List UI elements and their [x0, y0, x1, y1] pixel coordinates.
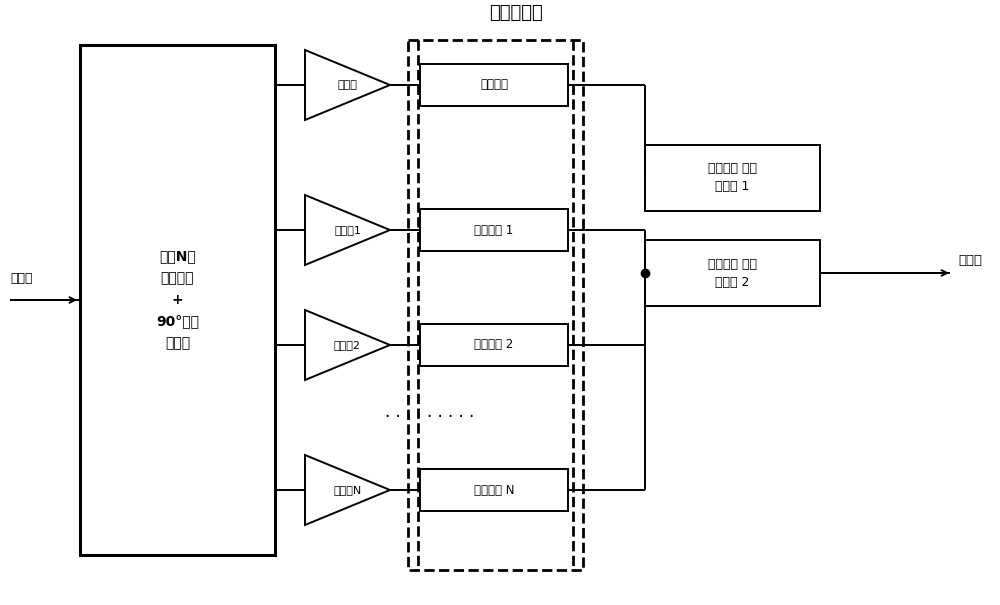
Text: 输入端: 输入端	[10, 272, 32, 284]
Bar	[408, 40, 583, 570]
Bar	[420, 64, 568, 106]
Bar	[420, 324, 568, 366]
Text: 输出端: 输出端	[958, 255, 982, 267]
Text: 辅功放2: 辅功放2	[334, 340, 361, 350]
Polygon shape	[305, 310, 390, 380]
Polygon shape	[305, 195, 390, 265]
Text: 双频延迟线: 双频延迟线	[489, 4, 542, 22]
Text: · · · · · · · · ·: · · · · · · · · ·	[385, 408, 475, 427]
Text: 四分之一 波长
传输线 1: 四分之一 波长 传输线 1	[708, 163, 757, 194]
Bar	[645, 240, 820, 306]
Polygon shape	[305, 455, 390, 525]
Text: 辅延迟线 1: 辅延迟线 1	[474, 223, 514, 237]
Bar	[420, 469, 568, 511]
Text: 辅延迟线 N: 辅延迟线 N	[474, 483, 514, 497]
Polygon shape	[305, 50, 390, 120]
Text: 四分之一 波长
传输线 2: 四分之一 波长 传输线 2	[708, 258, 757, 289]
Bar	[420, 209, 568, 251]
Bar	[80, 45, 275, 555]
Text: 辅延迟线 2: 辅延迟线 2	[474, 339, 514, 352]
Text: 主延迟线: 主延迟线	[480, 79, 508, 91]
Text: 双频N路
功率分配
+
90°相位
差输出: 双频N路 功率分配 + 90°相位 差输出	[156, 250, 199, 350]
Text: 主功放: 主功放	[338, 80, 357, 90]
Text: 辅功放N: 辅功放N	[333, 485, 362, 495]
Text: 辅功放1: 辅功放1	[334, 225, 361, 235]
Bar	[645, 145, 820, 211]
